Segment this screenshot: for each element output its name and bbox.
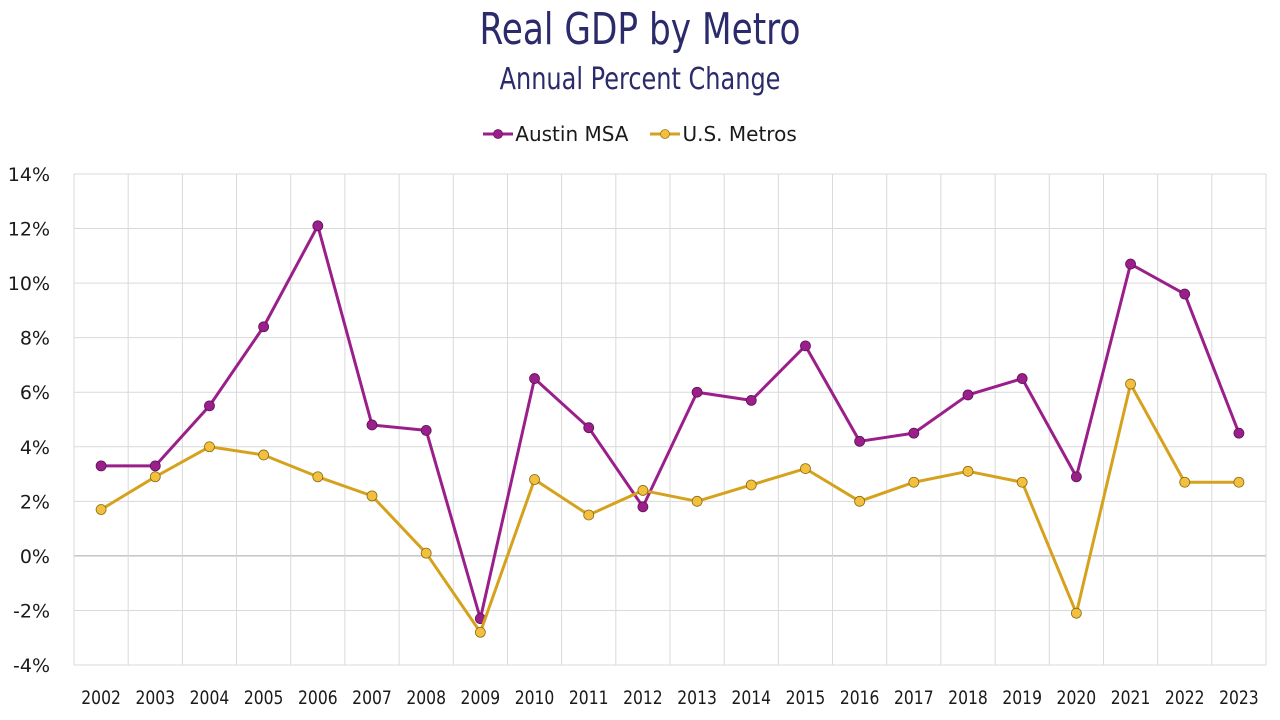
series-line-u-s-metros — [99, 382, 1241, 634]
x-tick-label: 2009 — [461, 688, 501, 710]
x-tick-label: 2013 — [677, 688, 717, 710]
y-tick-label: 10% — [8, 273, 50, 295]
data-point-u-s-metros — [149, 471, 161, 483]
x-tick-label: 2018 — [948, 688, 988, 710]
data-point-austin-msa — [258, 321, 270, 333]
data-point-austin-msa — [312, 220, 324, 232]
x-tick-label: 2019 — [1002, 688, 1042, 710]
data-point-austin-msa — [529, 373, 540, 384]
chart-subtitle: Annual Percent Change — [499, 62, 781, 97]
data-point-austin-msa — [962, 389, 974, 401]
x-tick-label: 2003 — [135, 688, 175, 710]
data-point-austin-msa — [637, 501, 649, 513]
data-point-austin-msa — [204, 400, 215, 412]
series-group — [95, 220, 1245, 638]
data-point-austin-msa — [1016, 373, 1028, 384]
data-point-u-s-metros — [1179, 476, 1191, 488]
series-line-austin-msa — [99, 224, 1241, 621]
legend-item-austin[interactable]: Austin MSA — [483, 122, 628, 146]
y-tick-label: 2% — [20, 491, 50, 513]
x-tick-label: 2020 — [1057, 688, 1097, 710]
gridlines — [73, 173, 1267, 666]
y-tick-label: 0% — [20, 546, 50, 568]
data-point-u-s-metros — [637, 485, 649, 496]
data-point-u-s-metros — [420, 547, 432, 559]
data-point-austin-msa — [1125, 258, 1136, 270]
data-point-austin-msa — [691, 386, 703, 398]
data-point-austin-msa — [1070, 471, 1082, 483]
data-point-austin-msa — [95, 460, 107, 472]
x-tick-label: 2015 — [786, 688, 826, 710]
x-tick-label: 2023 — [1219, 688, 1259, 710]
data-point-u-s-metros — [95, 504, 107, 515]
data-point-austin-msa — [1233, 427, 1245, 439]
x-tick-label: 2014 — [731, 688, 771, 710]
x-tick-label: 2008 — [406, 688, 446, 710]
data-point-austin-msa — [366, 419, 378, 431]
data-point-u-s-metros — [691, 495, 703, 507]
data-point-austin-msa — [745, 395, 757, 406]
y-tick-label: 14% — [8, 164, 50, 186]
legend-label-austin: Austin MSA — [515, 122, 629, 146]
x-tick-label: 2022 — [1165, 688, 1205, 710]
series-austin-msa — [95, 220, 1245, 625]
x-tick-label: 2007 — [352, 688, 392, 710]
data-point-u-s-metros — [800, 463, 811, 475]
data-point-u-s-metros — [1016, 476, 1028, 488]
x-tick-label: 2017 — [894, 688, 934, 710]
data-point-u-s-metros — [745, 479, 757, 491]
data-point-u-s-metros — [258, 449, 270, 461]
legend-item-us-metros[interactable]: U.S. Metros — [650, 122, 797, 146]
data-point-u-s-metros — [204, 441, 215, 453]
y-tick-label: -4% — [13, 655, 50, 677]
data-point-u-s-metros — [908, 476, 920, 488]
x-tick-label: 2010 — [515, 688, 555, 710]
data-point-austin-msa — [854, 435, 866, 447]
y-tick-label: -2% — [13, 600, 50, 622]
data-point-austin-msa — [583, 422, 595, 434]
legend: Austin MSA U.S. Metros — [0, 122, 1280, 146]
y-tick-label: 8% — [20, 328, 50, 350]
x-tick-label: 2012 — [623, 688, 663, 710]
x-axis-ticks: 2002 2003 2004 2005 2006 2007 2008 2009 2010 2011… — [81, 688, 1258, 710]
data-point-austin-msa — [908, 427, 920, 439]
x-tick-label: 2005 — [244, 688, 284, 710]
data-point-austin-msa — [1179, 288, 1191, 300]
data-point-u-s-metros — [474, 626, 486, 638]
data-point-austin-msa — [800, 340, 811, 352]
data-point-u-s-metros — [529, 474, 540, 485]
x-tick-label: 2011 — [569, 688, 609, 710]
data-point-u-s-metros — [366, 490, 378, 502]
y-tick-label: 4% — [20, 437, 50, 459]
y-tick-label: 6% — [20, 382, 50, 404]
y-tick-label: 12% — [8, 219, 50, 241]
chart-title: Real GDP by Metro — [479, 4, 801, 55]
data-point-u-s-metros — [854, 495, 866, 507]
legend-label-us-metros: U.S. Metros — [682, 122, 797, 146]
y-axis-ticks: -4% -2% 0% 2% 4% 6% 8% 10% 12% 14% — [8, 164, 50, 677]
data-point-u-s-metros — [1125, 378, 1136, 390]
data-point-u-s-metros — [1070, 607, 1082, 619]
legend-swatch-us-metros-icon — [650, 129, 681, 139]
data-point-austin-msa — [149, 460, 161, 472]
data-point-austin-msa — [420, 425, 432, 436]
x-tick-label: 2004 — [190, 688, 230, 710]
x-tick-label: 2021 — [1111, 688, 1151, 710]
data-point-u-s-metros — [1233, 476, 1245, 488]
legend-swatch-austin-icon — [483, 129, 514, 139]
x-tick-label: 2016 — [840, 688, 880, 710]
data-point-u-s-metros — [312, 471, 324, 483]
series-u-s-metros — [95, 378, 1245, 638]
data-point-u-s-metros — [583, 509, 595, 521]
data-point-u-s-metros — [962, 465, 974, 477]
x-tick-label: 2002 — [81, 688, 121, 710]
x-tick-label: 2006 — [298, 688, 338, 710]
